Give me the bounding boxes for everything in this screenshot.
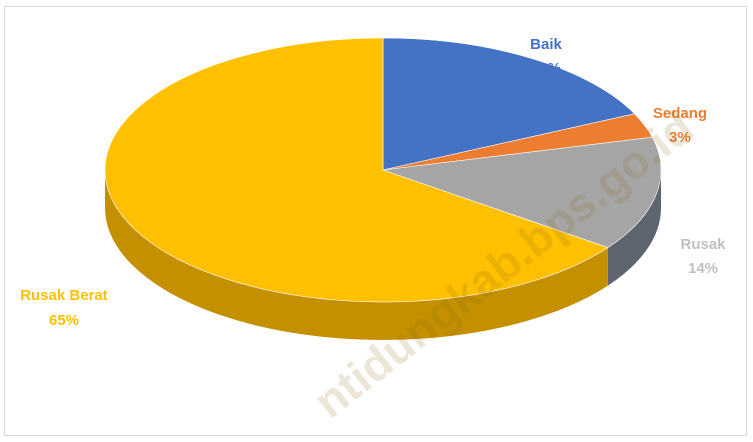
pie-slice-rusak-berat [104,37,609,303]
label-rusak-berat-value: 65% [49,312,79,329]
pie-slices [104,37,662,303]
label-baik-name: Baik [530,36,562,53]
label-sedang-name: Sedang [653,105,707,122]
pie-sides [105,170,661,340]
label-baik-value: 18% [531,60,561,77]
pie-labels: Baik 18% Sedang 3% Rusak 14% Rusak Berat… [20,36,726,329]
label-sedang-value: 3% [669,129,691,146]
pie-slice-baik [382,37,636,171]
pie-side-rusak-berat [105,170,608,340]
pie-side-rusak [607,170,661,286]
pie-slice-rusak [382,136,662,248]
label-rusak-name: Rusak [680,236,726,253]
label-rusak-value: 14% [688,260,718,277]
label-rusak-berat-name: Rusak Berat [20,287,108,304]
